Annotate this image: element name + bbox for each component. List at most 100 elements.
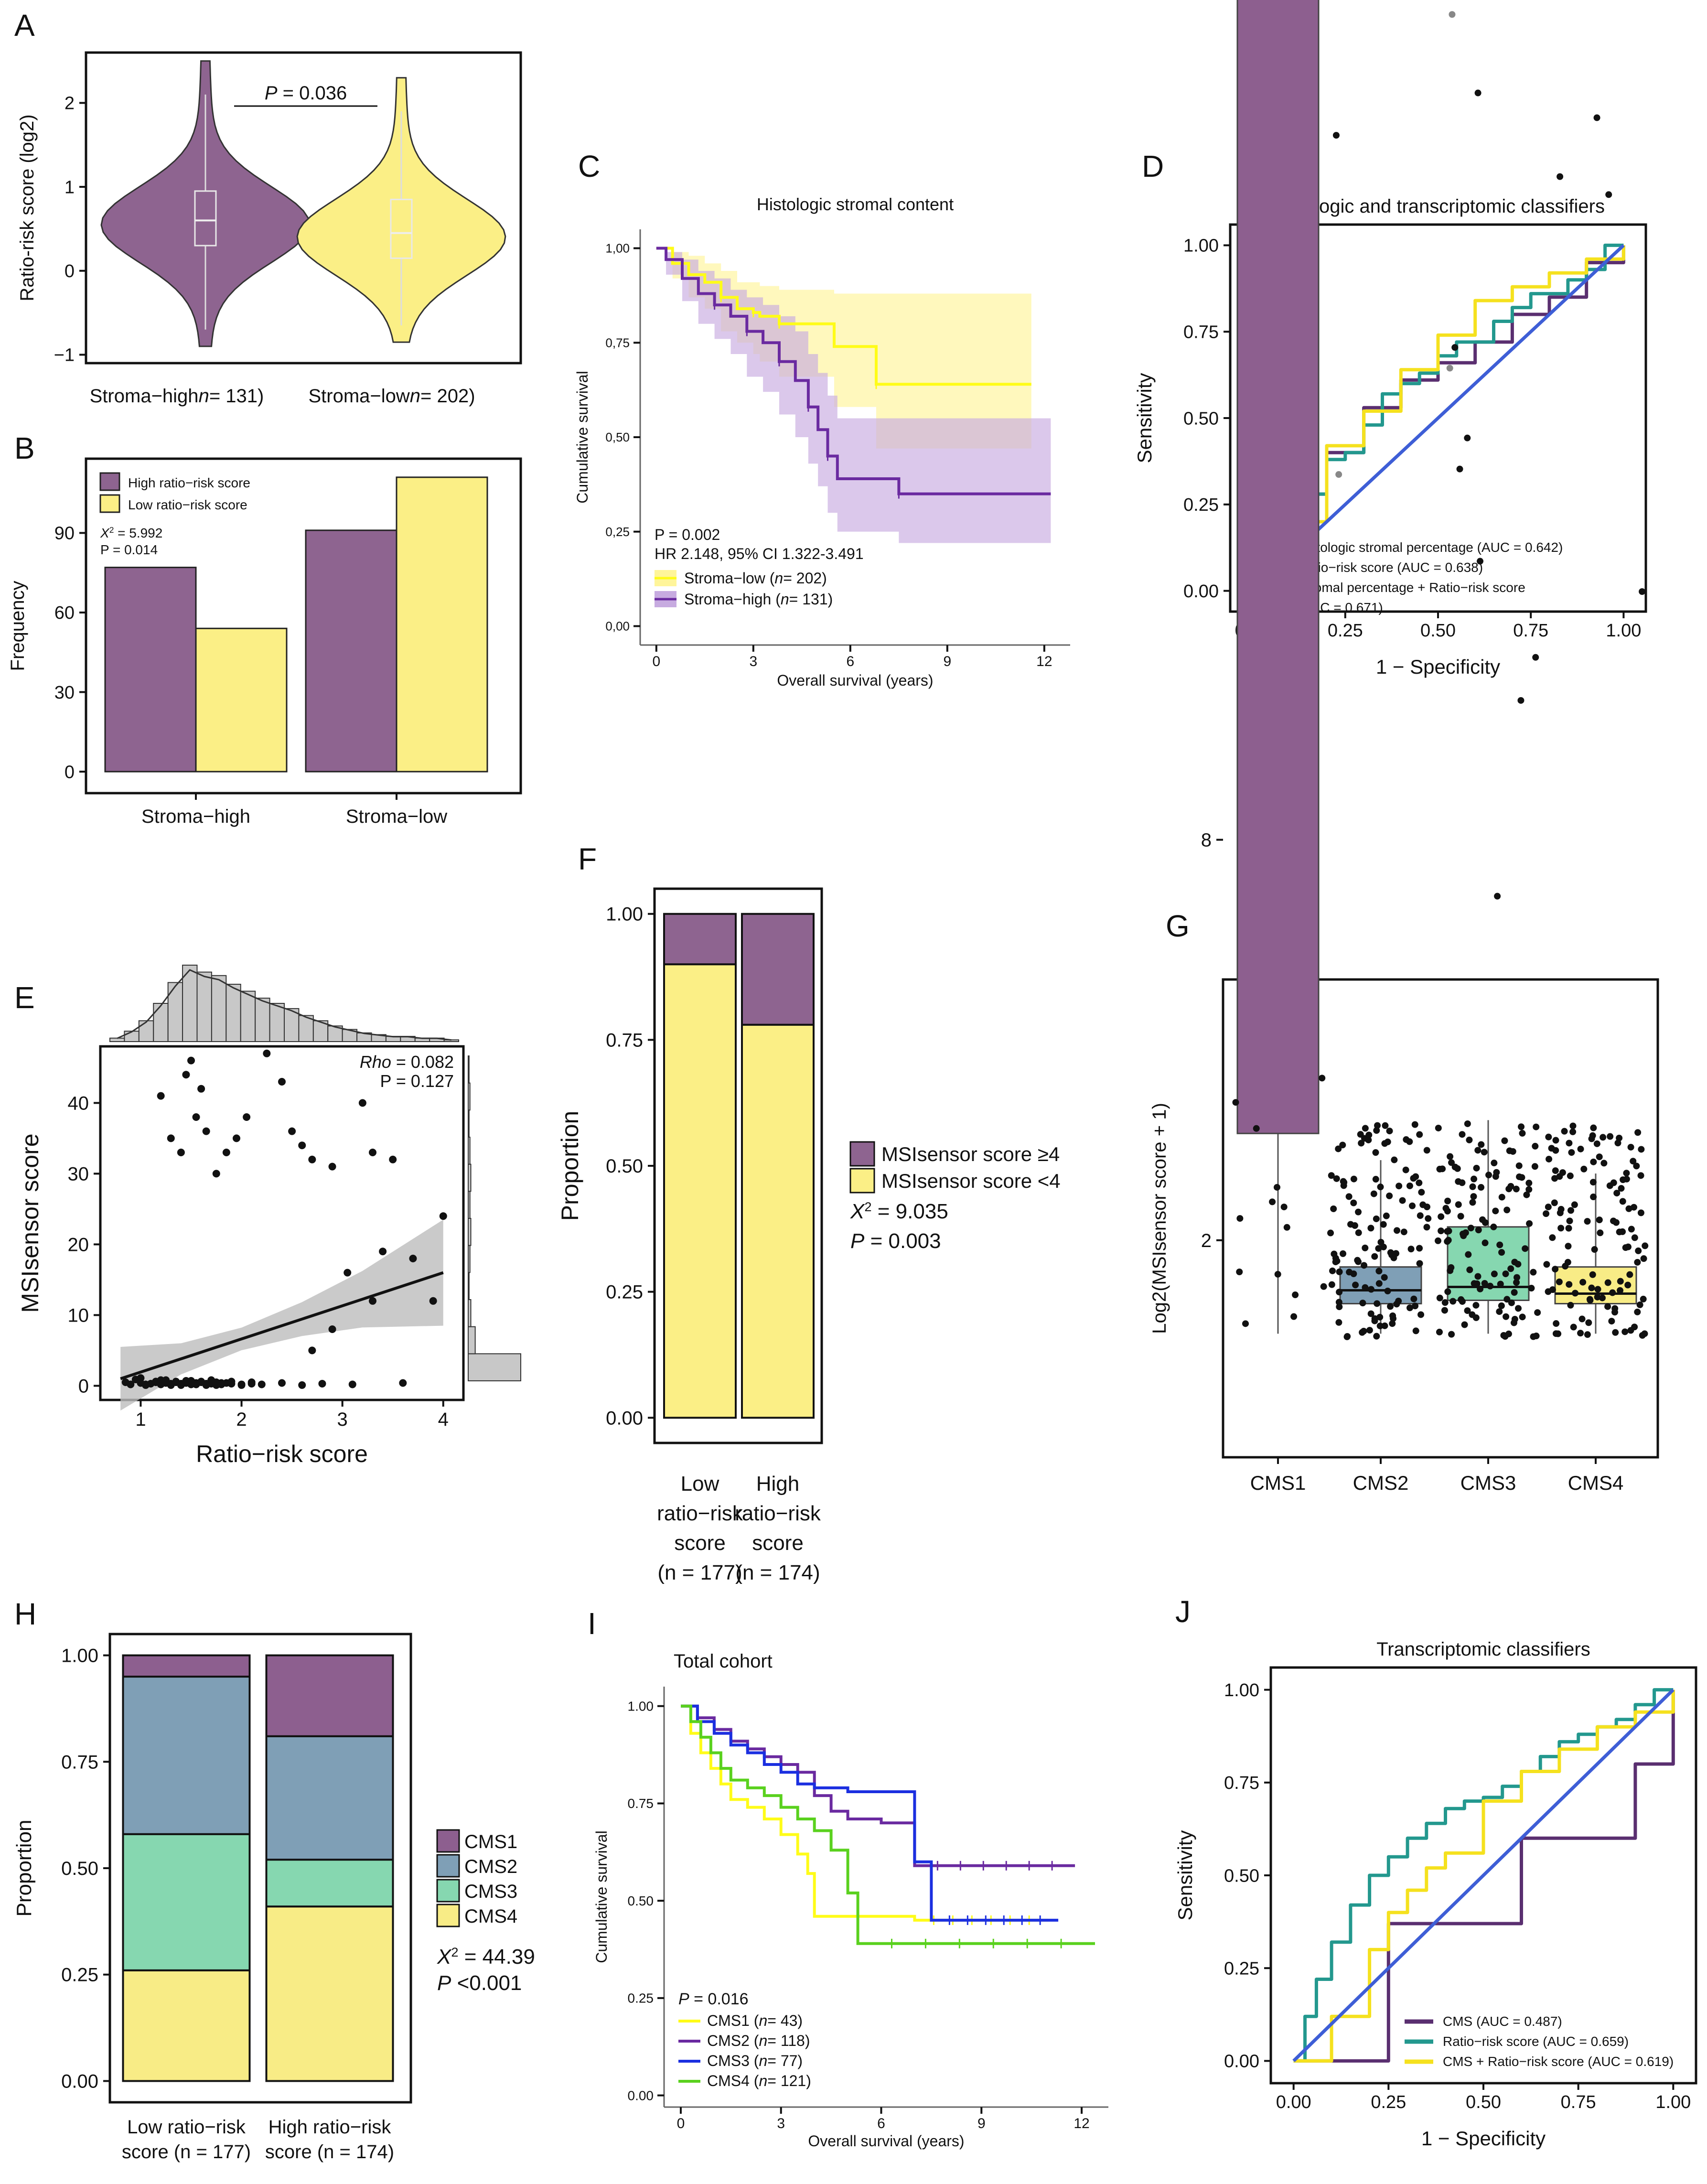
label-part: n bbox=[759, 2012, 767, 2029]
legend-swatch bbox=[99, 472, 120, 491]
jitter-point bbox=[1551, 1199, 1558, 1206]
jitter-point bbox=[1373, 1127, 1380, 1134]
marginal-x-bar bbox=[240, 990, 256, 1042]
jitter-point bbox=[1492, 1173, 1499, 1180]
jitter-point bbox=[1597, 1229, 1604, 1237]
bar-1-2 bbox=[305, 529, 397, 773]
y-tick-label: 0.50 bbox=[628, 1894, 654, 1908]
jitter-point bbox=[1384, 1288, 1391, 1295]
jitter-point bbox=[1515, 1162, 1523, 1169]
x-tick-label: 0.50 bbox=[1466, 2092, 1501, 2112]
jitter-point bbox=[1641, 1330, 1648, 1337]
jitter-point bbox=[1616, 1287, 1623, 1294]
jitter-point bbox=[1627, 1143, 1634, 1151]
jitter-point bbox=[1503, 1296, 1511, 1303]
jitter-point bbox=[1640, 1255, 1647, 1262]
jitter-point bbox=[1624, 1281, 1632, 1289]
y-axis-label: Sensitivity bbox=[1174, 1830, 1196, 1920]
legend-label: CMS4 (n= 121) bbox=[707, 2072, 811, 2089]
jitter-point bbox=[1474, 1147, 1482, 1154]
jitter-point bbox=[1628, 1226, 1635, 1233]
jitter-point bbox=[1496, 1241, 1503, 1248]
survival-curve-4 bbox=[681, 1704, 1095, 1945]
jitter-point bbox=[1425, 1215, 1432, 1222]
y-tick-label: 0.75 bbox=[1224, 1773, 1259, 1793]
jitter-point bbox=[1389, 1312, 1396, 1319]
legend-label: CMS1 (n= 43) bbox=[707, 2012, 803, 2029]
jitter-point bbox=[1357, 1131, 1364, 1138]
y-tick-label: 0.25 bbox=[606, 1282, 643, 1303]
label-part: n bbox=[759, 2032, 767, 2049]
jitter-point bbox=[1599, 1294, 1606, 1302]
panel-label: F bbox=[578, 842, 597, 876]
jitter-point bbox=[1470, 1193, 1477, 1200]
legend-label: MSIsensor score <4 bbox=[881, 1170, 1061, 1192]
scatter-point bbox=[182, 1071, 190, 1079]
label-part: n bbox=[774, 570, 783, 587]
jitter-point bbox=[1526, 1220, 1533, 1227]
stacked-bar-2-2 bbox=[265, 1859, 394, 1908]
jitter-point bbox=[1407, 1246, 1415, 1253]
y-tick-label: 0.00 bbox=[61, 2071, 98, 2092]
regression-line bbox=[120, 1271, 444, 1380]
scatter-point bbox=[308, 1346, 316, 1355]
marginal-x-density bbox=[117, 969, 451, 1041]
jitter-point bbox=[1375, 1268, 1383, 1275]
jitter-point bbox=[1459, 1179, 1466, 1186]
y-tick-label: 0.00 bbox=[628, 2088, 654, 2103]
jitter-point bbox=[1374, 1122, 1381, 1129]
legend-label: Low ratio−risk score bbox=[128, 497, 247, 512]
legend-label: CMS2 (n= 118) bbox=[707, 2032, 810, 2049]
jitter-point bbox=[1329, 1267, 1336, 1274]
jitter-point bbox=[1511, 1289, 1518, 1296]
jitter-point bbox=[1590, 1194, 1597, 1201]
x-axis-label: Overall survival (years) bbox=[808, 2132, 964, 2150]
legend-swatch bbox=[436, 1829, 460, 1853]
jitter-point bbox=[1362, 1244, 1369, 1251]
scatter-point bbox=[429, 1297, 437, 1305]
scatter-point bbox=[278, 1379, 286, 1387]
jitter-point bbox=[1482, 1219, 1489, 1226]
jitter-point bbox=[1532, 1142, 1539, 1150]
legend-swatch bbox=[849, 1141, 875, 1167]
x-category-label: Stroma−highn= 131) bbox=[90, 386, 264, 407]
jitter-point bbox=[1400, 1228, 1407, 1236]
marginal-x-bar bbox=[312, 1020, 329, 1042]
y-tick-label: 30 bbox=[54, 683, 75, 703]
chart-title: Histologic and transcriptomic classifier… bbox=[1271, 196, 1605, 217]
jitter-point bbox=[1423, 1204, 1430, 1211]
scatter-point bbox=[399, 1379, 407, 1387]
jitter-point bbox=[1471, 1280, 1478, 1287]
scatter-point bbox=[217, 1379, 225, 1387]
marginal-x-bar bbox=[269, 1003, 285, 1042]
y-tick-label: 0,75 bbox=[605, 335, 630, 350]
jitter-point bbox=[1566, 1217, 1573, 1225]
panel-label: C bbox=[578, 149, 600, 183]
jitter-point bbox=[1367, 1225, 1374, 1232]
x-category-label: Stroma−low bbox=[346, 806, 447, 827]
jitter-point bbox=[1459, 1131, 1466, 1138]
jitter-point bbox=[1372, 1149, 1379, 1156]
jitter-point bbox=[1469, 1183, 1476, 1190]
x-tick-label: 9 bbox=[944, 654, 952, 669]
label-part: <0.001 bbox=[451, 1971, 522, 1995]
y-tick-label: 1.00 bbox=[1183, 236, 1219, 256]
label-part: = 5.992 bbox=[114, 526, 162, 540]
y-tick-label: 0.00 bbox=[1183, 581, 1219, 602]
jitter-point bbox=[1447, 1267, 1454, 1274]
x-tick-label: 1.00 bbox=[1655, 2092, 1691, 2112]
jitter-point bbox=[1376, 1323, 1384, 1330]
legend-swatch bbox=[436, 1854, 460, 1878]
jitter-point bbox=[1571, 1201, 1578, 1208]
jitter-point bbox=[1604, 1279, 1611, 1286]
jitter-point bbox=[1584, 1331, 1591, 1338]
scatter-point bbox=[298, 1381, 306, 1389]
jitter-point bbox=[1352, 1281, 1359, 1289]
jitter-point bbox=[1567, 1302, 1574, 1309]
scatter-point bbox=[439, 1212, 447, 1220]
scatter-point bbox=[328, 1325, 336, 1333]
scatter-point bbox=[227, 1377, 236, 1386]
y-tick-label: 1.00 bbox=[61, 1646, 98, 1667]
x-category-label: Stroma−lown= 202) bbox=[308, 386, 475, 407]
jitter-point bbox=[1528, 1285, 1535, 1292]
